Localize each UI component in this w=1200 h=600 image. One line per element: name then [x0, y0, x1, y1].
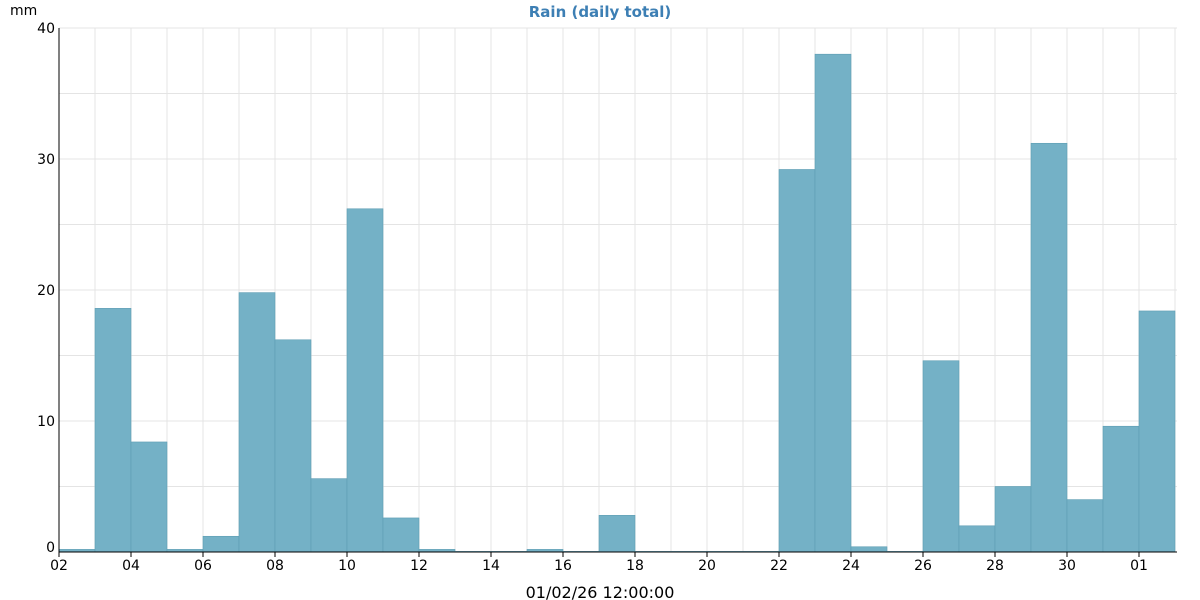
x-tick-label: 14 — [482, 558, 500, 574]
x-tick-label: 08 — [266, 558, 284, 574]
bar-28 — [994, 486, 1032, 553]
bar-10 — [346, 208, 384, 553]
x-tick-label: 30 — [1058, 558, 1076, 574]
x-tick-label: 26 — [914, 558, 932, 574]
x-tick-label: 16 — [554, 558, 572, 574]
y-tick-label: 10 — [37, 414, 55, 430]
x-tick-label: 24 — [842, 558, 860, 574]
x-tick-label: 02 — [50, 558, 68, 574]
bar-07 — [238, 292, 276, 553]
y-tick-labels: 0 10 20 30 40 — [37, 21, 55, 556]
bar-22 — [778, 169, 816, 553]
bar-03 — [94, 308, 132, 553]
bar-04 — [130, 441, 168, 553]
bar-01 — [1138, 310, 1176, 553]
bar-06 — [202, 535, 240, 553]
bar-27 — [958, 525, 996, 553]
x-tick-label: 04 — [122, 558, 140, 574]
x-tick-label: 28 — [986, 558, 1004, 574]
bar-08 — [274, 339, 312, 553]
x-tick-label: 01 — [1130, 558, 1148, 574]
x-tick-label: 20 — [698, 558, 716, 574]
bar-23 — [814, 53, 852, 553]
x-tick-label: 18 — [626, 558, 644, 574]
bars-group — [58, 53, 1176, 553]
bar-26 — [922, 360, 960, 553]
x-tick-labels: 02 04 06 08 10 12 14 16 18 20 22 24 26 28 30 01 — [50, 552, 1148, 574]
bar-30 — [1066, 499, 1104, 553]
y-axis-unit: mm — [10, 3, 37, 19]
bar-17 — [598, 515, 636, 553]
bar-24 — [850, 546, 888, 553]
grid-lines — [59, 27, 1177, 552]
bar-09 — [310, 478, 348, 553]
axes — [58, 28, 1177, 553]
y-tick-label: 20 — [37, 283, 55, 299]
chart-title: Rain (daily total) — [529, 3, 671, 21]
bar-31 — [1102, 425, 1140, 553]
x-axis-label: 01/02/26 12:00:00 — [526, 583, 675, 600]
x-tick-label: 10 — [338, 558, 356, 574]
bar-29 — [1030, 142, 1068, 553]
y-tick-label: 0 — [46, 540, 55, 556]
x-tick-label: 22 — [770, 558, 788, 574]
x-tick-label: 06 — [194, 558, 212, 574]
y-tick-label: 40 — [37, 21, 55, 37]
y-tick-label: 30 — [37, 152, 55, 168]
bar-11 — [382, 517, 420, 553]
x-tick-label: 12 — [410, 558, 428, 574]
